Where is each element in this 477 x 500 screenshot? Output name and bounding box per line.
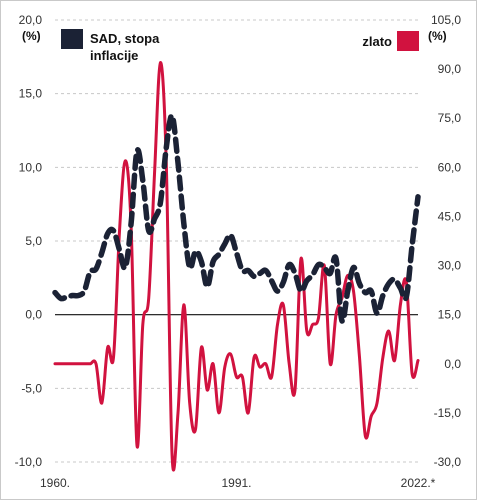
right-tick-label: 45,0 bbox=[438, 209, 462, 223]
legend-swatch-inflation bbox=[61, 29, 83, 49]
x-axis: 1960. 1991. 2022.* bbox=[40, 476, 436, 490]
legend-inflation: SAD, stopa inflacije bbox=[61, 29, 160, 63]
legend-label-inflation-line2: inflacije bbox=[90, 48, 138, 63]
right-tick-label: 60,0 bbox=[438, 160, 462, 174]
x-tick-label: 1960. bbox=[40, 476, 70, 490]
right-tick-label: -30,0 bbox=[434, 455, 462, 469]
left-tick-label: 0,0 bbox=[25, 308, 42, 322]
legend-gold: zlato bbox=[362, 31, 419, 51]
legend-label-inflation-line1: SAD, stopa bbox=[90, 31, 160, 46]
left-tick-label: 10,0 bbox=[19, 160, 43, 174]
right-tick-label: 30,0 bbox=[438, 259, 462, 273]
left-axis-unit: (%) bbox=[22, 29, 41, 43]
left-tick-label: 5,0 bbox=[25, 234, 42, 248]
right-tick-label: 105,0 bbox=[431, 13, 461, 27]
left-tick-label: 15,0 bbox=[19, 87, 43, 101]
series-layer bbox=[52, 61, 421, 472]
right-axis: (%) 105,0 90,0 75,0 60,0 45,0 30,0 15,0 0,0 -15,… bbox=[428, 13, 461, 469]
legend-swatch-gold bbox=[397, 31, 419, 51]
left-tick-label: 20,0 bbox=[19, 13, 43, 27]
right-tick-label: 15,0 bbox=[438, 308, 462, 322]
left-tick-label: -5,0 bbox=[21, 381, 42, 395]
right-axis-unit: (%) bbox=[428, 29, 447, 43]
series-line-inflation bbox=[52, 113, 421, 324]
gridlines bbox=[55, 19, 418, 463]
right-tick-label: 90,0 bbox=[438, 62, 462, 76]
x-tick-label: 1991. bbox=[221, 476, 251, 490]
left-tick-label: -10,0 bbox=[15, 455, 43, 469]
right-tick-label: -15,0 bbox=[434, 406, 462, 420]
x-tick-label: 2022.* bbox=[401, 476, 436, 490]
left-axis: (%) 20,0 15,0 10,0 5,0 0,0 -5,0 -10,0 bbox=[15, 13, 43, 469]
right-tick-label: 0,0 bbox=[444, 357, 461, 371]
series-line-gold bbox=[53, 61, 420, 472]
right-tick-label: 75,0 bbox=[438, 111, 462, 125]
legend-label-gold: zlato bbox=[362, 34, 392, 49]
